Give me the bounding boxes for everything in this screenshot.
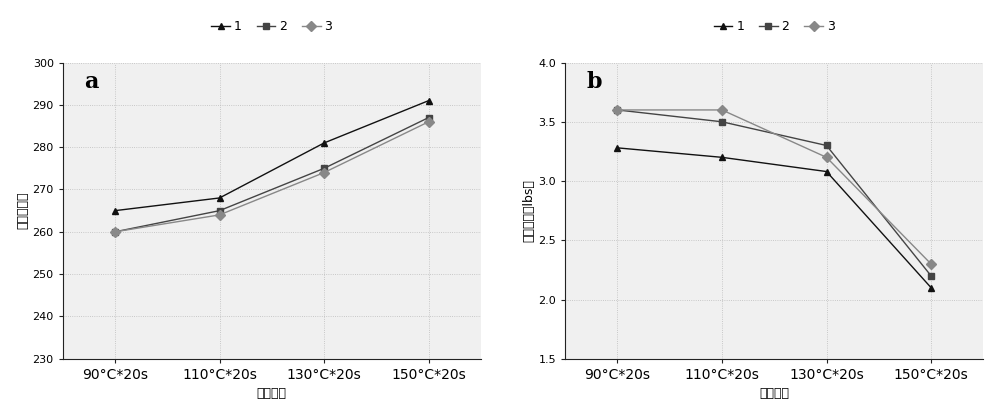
- Text: a: a: [84, 71, 98, 93]
- Legend: 1, 2, 3: 1, 2, 3: [709, 15, 840, 38]
- X-axis label: 反应条件: 反应条件: [759, 387, 789, 400]
- Text: b: b: [586, 71, 602, 93]
- Y-axis label: 纵向断裂（lbs）: 纵向断裂（lbs）: [523, 179, 536, 242]
- Y-axis label: 折皮回复角: 折皮回复角: [17, 192, 30, 229]
- X-axis label: 反应条件: 反应条件: [257, 387, 287, 400]
- Legend: 1, 2, 3: 1, 2, 3: [206, 15, 337, 38]
